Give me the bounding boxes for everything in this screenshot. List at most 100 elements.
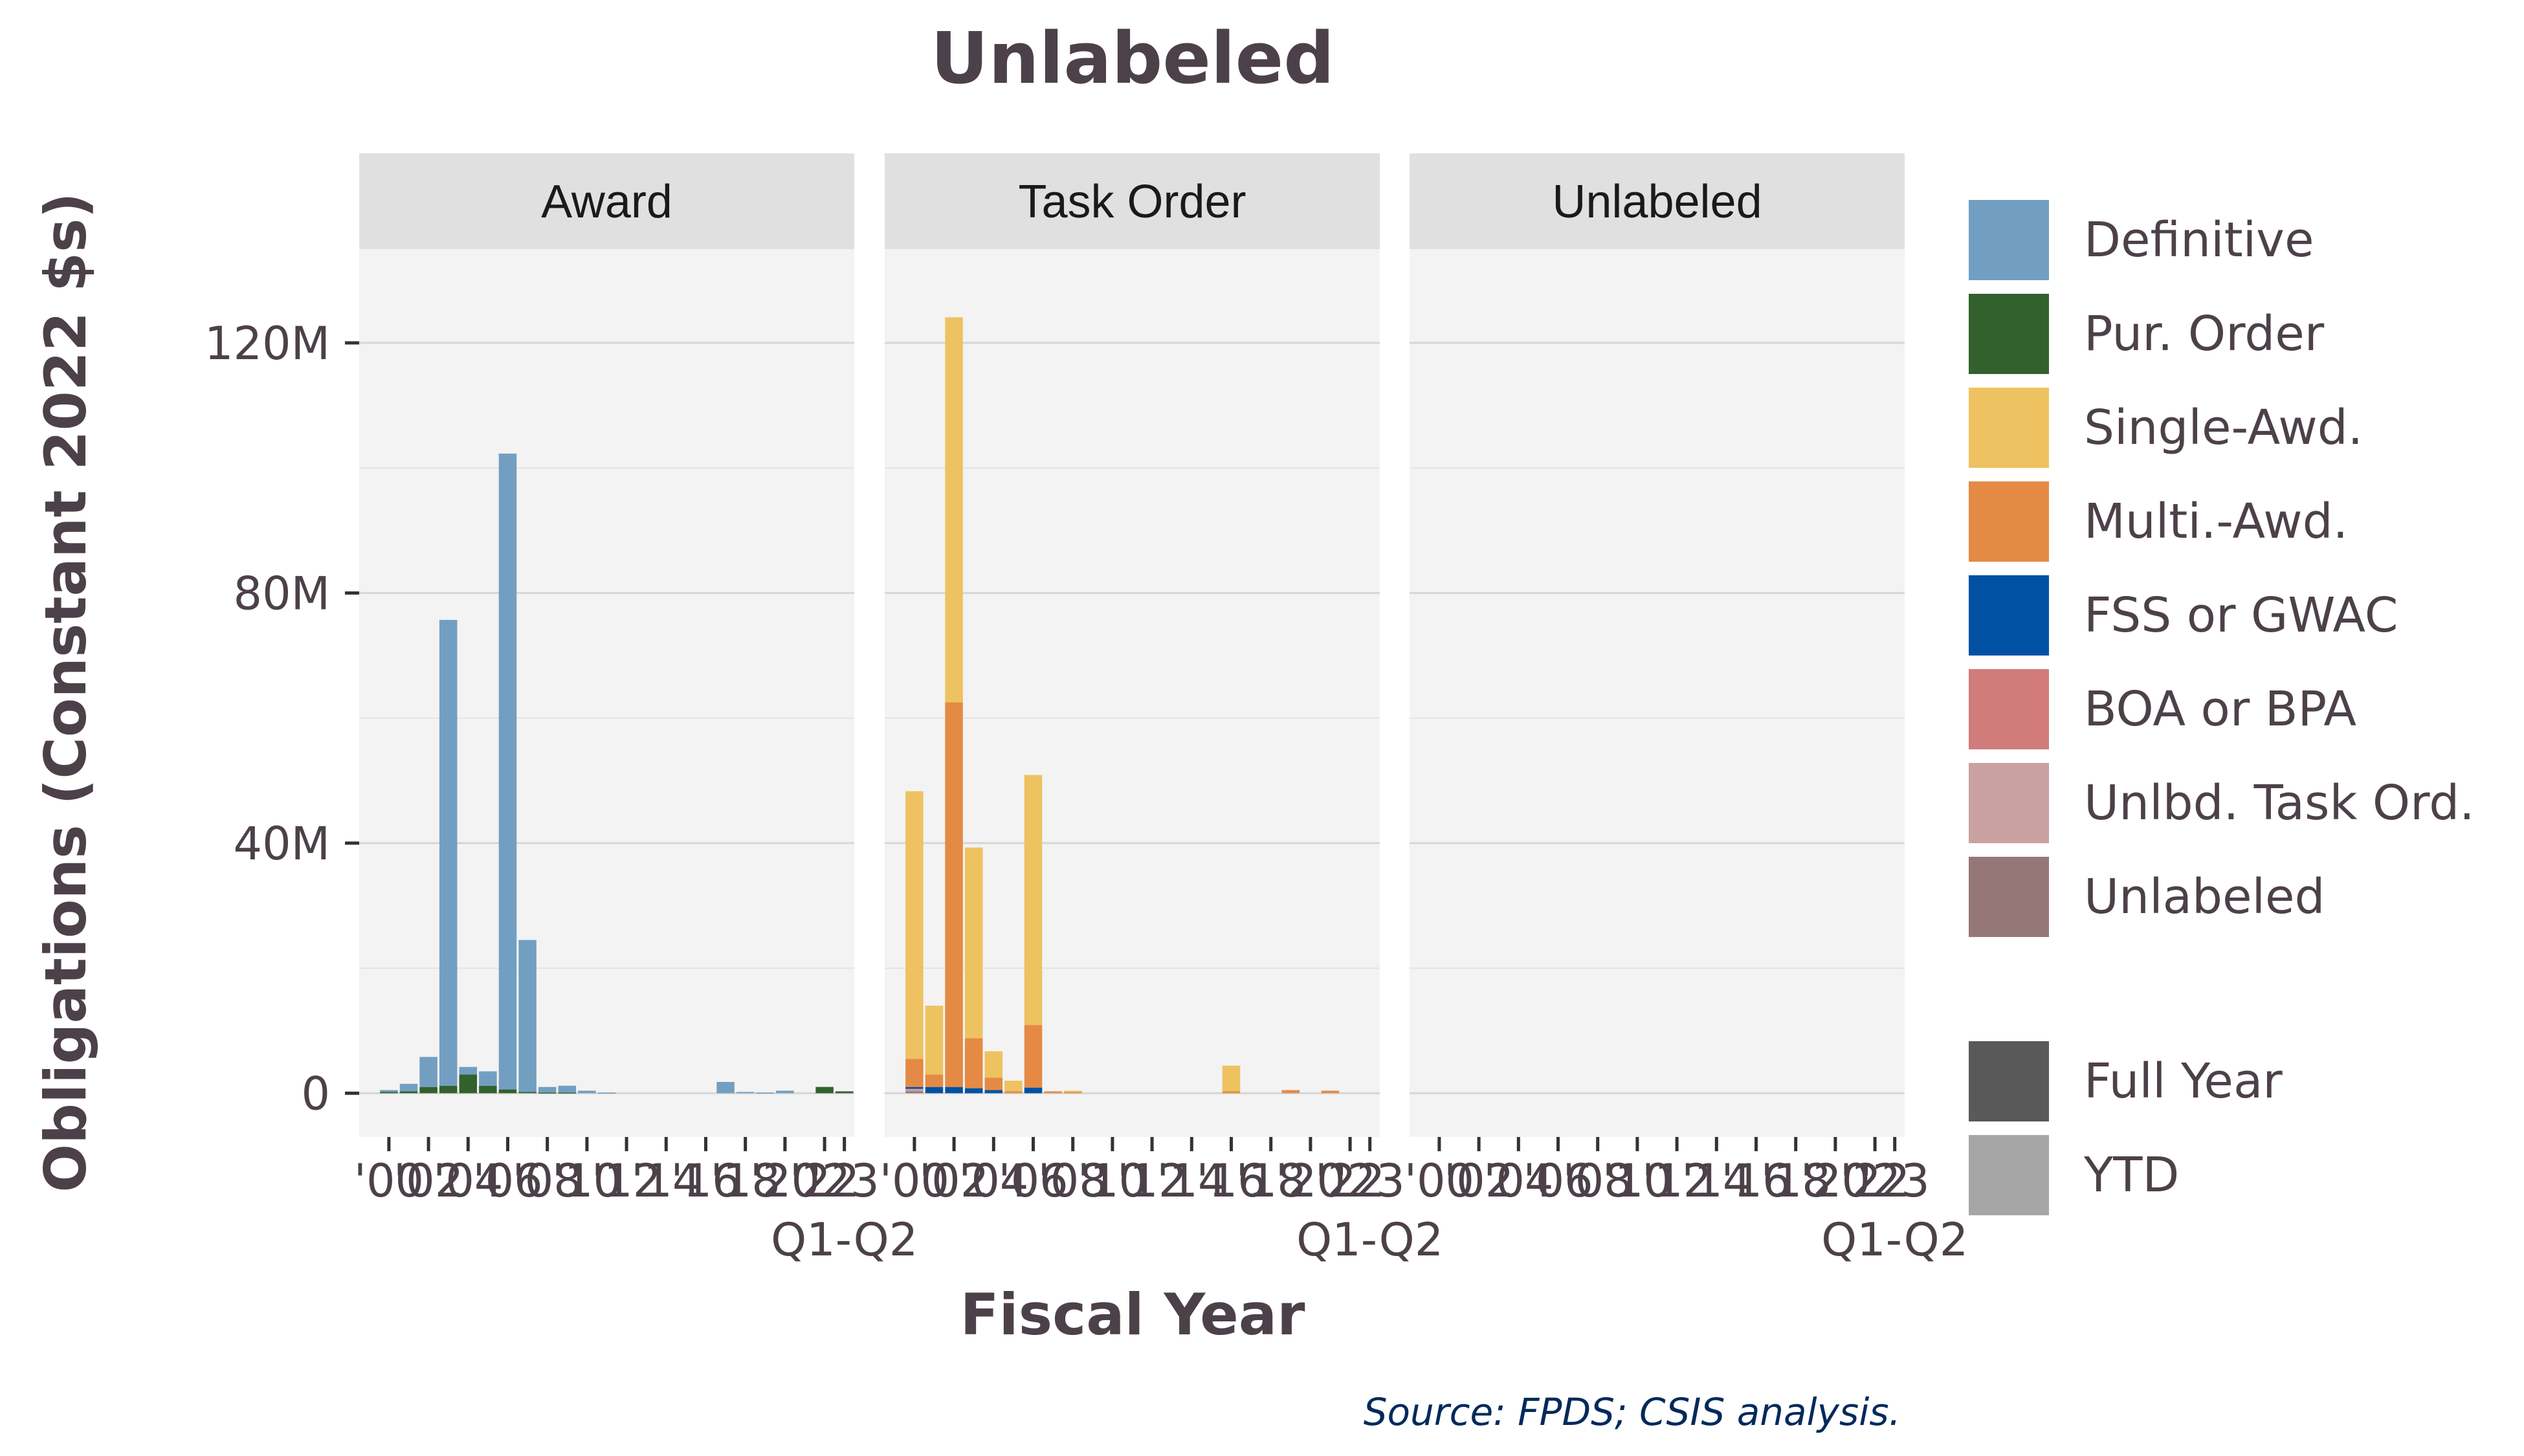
x-tick-label: '22 xyxy=(1315,1154,1385,1208)
legend-label: BOA or BPA xyxy=(2084,681,2356,737)
x-tick-label: '04 xyxy=(433,1154,503,1208)
legend-label: Single-Awd. xyxy=(2084,400,2363,456)
x-tick-sublabel: Q1-Q2 xyxy=(771,1213,918,1266)
source-note: Source: FPDS; CSIS analysis. xyxy=(1364,1390,1901,1434)
x-tick-label: '12 xyxy=(592,1154,661,1208)
x-tick-label: '20 xyxy=(750,1154,820,1208)
x-tick-label: '06 xyxy=(1523,1154,1593,1208)
bar-single-awd xyxy=(964,847,983,1039)
legend-item-single-awd: Single-Awd. xyxy=(1966,385,2363,470)
panel-task-order: Task Order '00'02'04'06'08'10'12'14'16'18… xyxy=(880,153,1443,1266)
legend-swatch xyxy=(1966,291,2052,377)
bar-multi-awd xyxy=(964,1038,983,1088)
x-tick-label: '16 xyxy=(1196,1154,1266,1208)
x-tick-label: '10 xyxy=(552,1154,622,1208)
x-tick-label: '06 xyxy=(472,1154,542,1208)
legend-item-multi-awd: Multi.-Awd. xyxy=(1966,479,2348,564)
bar-fss-or-gwac xyxy=(984,1090,1003,1094)
x-tick-label: '20 xyxy=(1800,1154,1870,1208)
x-tick-label: '10 xyxy=(1078,1154,1147,1208)
x-tick-label: '04 xyxy=(1483,1154,1553,1208)
y-tick-label: 80M xyxy=(234,567,330,620)
legend-swatch xyxy=(1966,667,2052,752)
legend-swatch xyxy=(1966,854,2052,940)
x-tick-label: '23 xyxy=(1335,1154,1405,1208)
panel-background xyxy=(359,249,854,1137)
facet-panels: Award '00'02'04'06'08'10'12'14'16'18'20'2… xyxy=(354,153,1968,1266)
bar-pur-order xyxy=(498,1089,517,1094)
x-axis-award: '00'02'04'06'08'10'12'14'16'18'20'22'23Q… xyxy=(354,1137,918,1266)
bar-definitive xyxy=(479,1071,497,1086)
legend-swatch xyxy=(1966,479,2052,564)
x-tick-label: '14 xyxy=(1681,1154,1751,1208)
legend-swatch xyxy=(1966,760,2052,846)
bars-award xyxy=(380,453,854,1094)
bar-pur-order xyxy=(835,1091,854,1094)
bar-fss-or-gwac xyxy=(964,1088,983,1094)
facet-strip-label: Unlabeled xyxy=(1552,176,1762,228)
legend-item-definitive: Definitive xyxy=(1966,197,2314,283)
x-tick-label: '14 xyxy=(631,1154,701,1208)
bar-multi-awd xyxy=(984,1077,1003,1090)
bar-definitive xyxy=(518,940,537,1092)
bar-definitive xyxy=(419,1057,437,1087)
x-tick-label: '18 xyxy=(1761,1154,1831,1208)
bar-fss-or-gwac xyxy=(905,1086,924,1089)
x-tick-label: '16 xyxy=(670,1154,740,1208)
legend-label: Multi.-Awd. xyxy=(2084,494,2348,549)
bar-multi-awd xyxy=(1281,1090,1300,1094)
facet-strip-label: Award xyxy=(541,176,672,228)
bar-multi-awd xyxy=(1222,1091,1241,1094)
legend: Definitive Pur. Order Single-Awd. Multi.-Aw… xyxy=(1966,197,2475,1218)
bar-pur-order xyxy=(459,1074,478,1094)
bar-definitive xyxy=(776,1090,794,1094)
bar-definitive xyxy=(736,1092,755,1094)
bar-single-awd xyxy=(984,1051,1003,1078)
legend-item-pur-order: Pur. Order xyxy=(1966,291,2325,377)
bar-definitive xyxy=(558,1085,577,1093)
legend-item-unlbd-task-ord: Unlbd. Task Ord. xyxy=(1966,760,2475,846)
bar-pur-order xyxy=(399,1091,418,1094)
x-tick-label: '08 xyxy=(1563,1154,1633,1208)
bar-unlabeled xyxy=(905,1091,924,1094)
bar-definitive xyxy=(459,1066,478,1075)
legend-swatch xyxy=(1966,1132,2052,1218)
bar-definitive xyxy=(597,1092,616,1094)
x-tick-label: '16 xyxy=(1721,1154,1791,1208)
y-tick-label: 120M xyxy=(205,317,330,370)
legend-swatch xyxy=(1966,385,2052,470)
bar-multi-awd xyxy=(1004,1091,1023,1094)
bar-fss-or-gwac xyxy=(1024,1087,1043,1094)
bar-pur-order xyxy=(419,1086,437,1094)
x-tick-label: '22 xyxy=(790,1154,859,1208)
x-tick-label: '08 xyxy=(513,1154,582,1208)
x-tick-label: '22 xyxy=(1840,1154,1910,1208)
legend-item-ytd: YTD xyxy=(1966,1132,2179,1218)
legend-item-full-year: Full Year xyxy=(1966,1039,2283,1124)
panel-unlabeled: Unlabeled'00'02'04'06'08'10'12'14'16'18'… xyxy=(1404,153,1968,1266)
bar-fss-or-gwac xyxy=(925,1086,944,1094)
x-tick-label: '20 xyxy=(1276,1154,1345,1208)
x-tick-label: '02 xyxy=(393,1154,463,1208)
x-axis-title: Fiscal Year xyxy=(960,1281,1305,1348)
facet-strip xyxy=(885,153,1380,249)
bar-definitive xyxy=(756,1092,775,1094)
bar-pur-order xyxy=(439,1085,458,1094)
facet-strip xyxy=(1410,153,1905,249)
x-tick-label: '12 xyxy=(1117,1154,1187,1208)
bar-definitive xyxy=(538,1086,557,1093)
y-axis-title: Obligations (Constant 2022 $s) xyxy=(32,192,99,1192)
x-tick-label: '23 xyxy=(810,1154,880,1208)
y-tick-label: 0 xyxy=(301,1067,330,1120)
bar-single-awd xyxy=(925,1006,944,1075)
bar-multi-awd xyxy=(1044,1091,1062,1094)
facet-strip-label: Task Order xyxy=(1018,176,1246,228)
bar-pur-order xyxy=(479,1085,497,1094)
bar-definitive xyxy=(578,1090,596,1094)
legend-label: Unlbd. Task Ord. xyxy=(2084,775,2475,831)
legend-item-boa-or-bpa: BOA or BPA xyxy=(1966,667,2356,752)
x-tick-label: '02 xyxy=(1444,1154,1514,1208)
bar-single-awd xyxy=(1024,775,1043,1026)
legend-swatch xyxy=(1966,197,2052,283)
